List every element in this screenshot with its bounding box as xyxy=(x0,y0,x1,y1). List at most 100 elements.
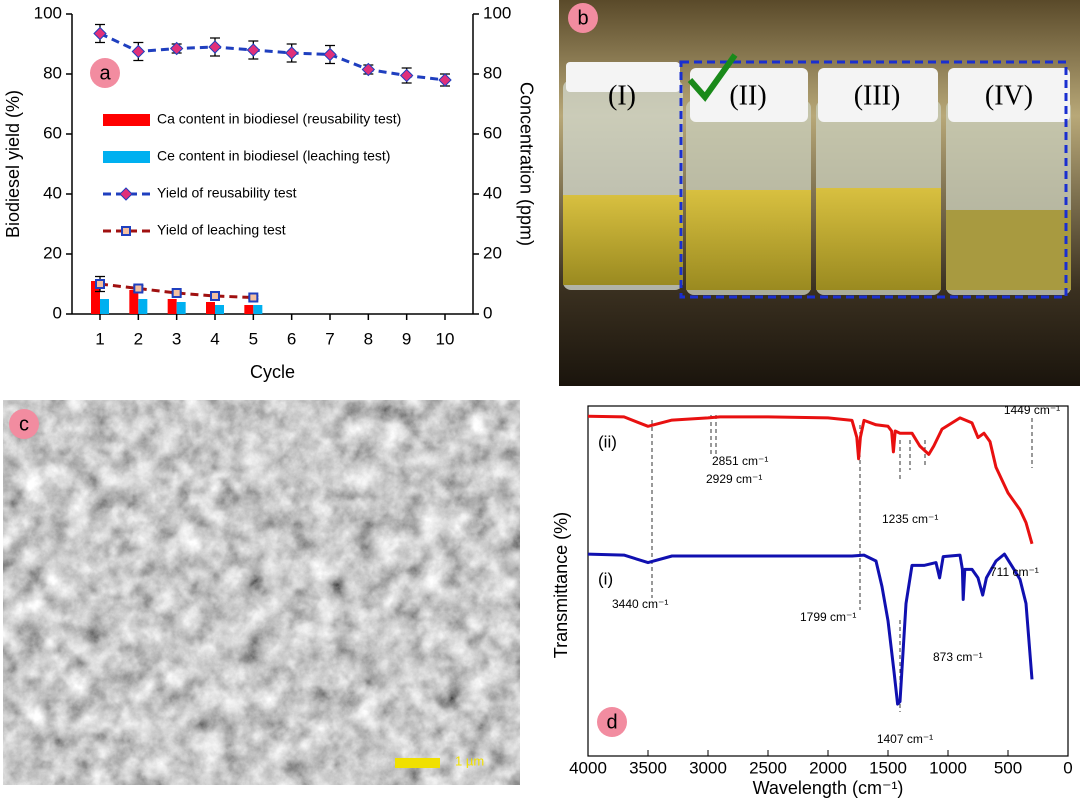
y2-tick-label: 20 xyxy=(483,243,502,262)
vial-III xyxy=(816,68,941,295)
vial-label: (I) xyxy=(608,80,636,111)
marker xyxy=(171,288,182,298)
marker xyxy=(133,283,144,294)
vial-I xyxy=(563,62,683,290)
x-axis-label: Wavelength (cm⁻¹) xyxy=(753,778,904,798)
vial-label: (III) xyxy=(854,80,901,111)
y-axis-label: Biodiesel yield (%) xyxy=(3,90,23,238)
marker xyxy=(361,62,376,77)
panel-label: c xyxy=(19,413,29,435)
marker xyxy=(248,292,259,303)
legend-label: Ce content in biodiesel (leaching test) xyxy=(157,148,390,164)
y-tick-label: 0 xyxy=(53,303,62,322)
scale-bar-label: 1 µm xyxy=(455,753,484,768)
vial-IV xyxy=(946,68,1071,295)
x-tick-label: 0 xyxy=(1063,758,1072,777)
marker xyxy=(131,44,146,59)
legend-label: Yield of reusability test xyxy=(157,185,297,201)
legend-swatch xyxy=(103,114,150,126)
marker xyxy=(208,40,222,54)
x-tick-label: 7 xyxy=(325,329,334,348)
series-label: (ii) xyxy=(598,432,617,451)
y2-tick-label: 60 xyxy=(483,123,502,142)
peak-annotation: 2929 cm⁻¹ xyxy=(706,472,762,486)
bar xyxy=(167,299,177,314)
marker xyxy=(246,43,261,57)
peak-annotation: 711 cm⁻¹ xyxy=(990,565,1039,579)
marker xyxy=(323,47,337,62)
scale-bar xyxy=(395,758,440,768)
peak-annotation: 1407 cm⁻¹ xyxy=(877,732,933,746)
bar xyxy=(100,299,109,314)
legend-label: Yield of leaching test xyxy=(157,222,286,238)
x-tick-label: 4000 xyxy=(569,758,607,777)
x-tick-label: 5 xyxy=(249,329,258,348)
bar xyxy=(206,302,215,314)
panel-label: a xyxy=(99,62,111,84)
panel-label-badge xyxy=(597,707,627,737)
marker xyxy=(399,68,414,83)
peak-annotation: 3440 cm⁻¹ xyxy=(612,597,668,611)
x-tick-label: 10 xyxy=(436,329,455,348)
peak-annotation: 873 cm⁻¹ xyxy=(933,650,983,664)
marker xyxy=(169,41,184,56)
y2-tick-label: 0 xyxy=(483,303,492,322)
x-tick-label: 500 xyxy=(994,758,1022,777)
legend-swatch xyxy=(103,151,150,163)
series-line xyxy=(99,32,446,82)
x-tick-label: 9 xyxy=(402,329,411,348)
peak-annotation: 1449 cm⁻¹ xyxy=(1004,403,1060,417)
bar xyxy=(215,305,224,314)
panel-label-badge xyxy=(9,409,39,439)
panel-label: b xyxy=(577,7,588,29)
micrograph-image xyxy=(3,400,520,785)
x-tick-label: 1 xyxy=(95,329,104,348)
bar xyxy=(244,305,254,314)
peak-annotation: 1799 cm⁻¹ xyxy=(800,610,856,624)
y-axis-label: Transmittance (%) xyxy=(551,512,571,658)
marker xyxy=(438,73,452,87)
panel-label: d xyxy=(606,711,617,733)
x-tick-label: 4 xyxy=(210,329,219,348)
bar xyxy=(253,305,263,314)
y2-tick-label: 40 xyxy=(483,183,502,202)
x-tick-label: 2000 xyxy=(809,758,847,777)
vial-II xyxy=(686,68,811,295)
y-tick-label: 80 xyxy=(43,63,62,82)
marker xyxy=(284,46,299,60)
x-axis-label: Cycle xyxy=(250,362,295,382)
bar xyxy=(91,281,100,314)
marker xyxy=(210,291,220,301)
x-tick-label: 3000 xyxy=(689,758,727,777)
x-tick-label: 1000 xyxy=(929,758,967,777)
x-tick-label: 1500 xyxy=(869,758,907,777)
legend-label: Ca content in biodiesel (reusability tes… xyxy=(157,111,401,127)
y-tick-label: 20 xyxy=(43,243,62,262)
plot-frame xyxy=(587,405,1069,757)
y2-tick-label: 80 xyxy=(483,63,502,82)
legend-marker xyxy=(121,226,131,236)
panel-label-badge xyxy=(90,58,120,88)
y2-axis-label: Concentration (ppm) xyxy=(516,82,536,246)
peak-annotation: 1235 cm⁻¹ xyxy=(882,512,938,526)
y-tick-label: 40 xyxy=(43,183,62,202)
spectrum-line xyxy=(587,552,1034,706)
x-tick-label: 2 xyxy=(134,329,143,348)
bar xyxy=(138,299,148,314)
check-mark xyxy=(687,53,738,102)
panel-label-badge xyxy=(568,3,598,33)
micrograph-panel: c 1 µm xyxy=(3,400,520,785)
vial-label: (IV) xyxy=(985,80,1033,111)
vial-label: (II) xyxy=(729,80,766,111)
selection-box xyxy=(679,60,1068,299)
series-label: (i) xyxy=(598,569,613,588)
photo-panel: b (I) (II) (III) (IV) xyxy=(559,0,1080,386)
x-tick-label: 3 xyxy=(172,329,181,348)
y2-tick-label: 100 xyxy=(483,3,511,22)
y-tick-label: 100 xyxy=(34,3,62,22)
x-tick-label: 2500 xyxy=(749,758,787,777)
y-tick-label: 60 xyxy=(43,123,62,142)
bar xyxy=(129,290,139,314)
x-tick-label: 8 xyxy=(364,329,373,348)
